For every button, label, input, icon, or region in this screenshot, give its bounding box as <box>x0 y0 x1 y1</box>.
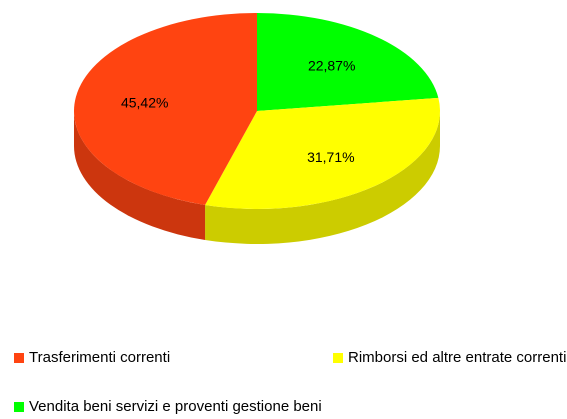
pie-chart: 22,87% 31,71% 45,42% <box>74 13 440 244</box>
legend-item-rimborsi: Rimborsi ed altre entrate correnti <box>333 349 566 366</box>
legend-label-vendita: Vendita beni servizi e proventi gestione… <box>29 398 322 415</box>
legend-swatch-trasferimenti <box>14 352 24 363</box>
pie-slice-rimborsi <box>205 97 440 209</box>
pie-slice-trasferimenti <box>74 13 257 205</box>
legend-swatch-rimborsi <box>333 352 343 363</box>
legend-item-vendita: Vendita beni servizi e proventi gestione… <box>14 398 322 415</box>
pie-chart-area: 22,87% 31,71% 45,42% <box>74 13 440 244</box>
pie-label-trasferimenti: 45,42% <box>121 94 168 110</box>
legend-label-trasferimenti: Trasferimenti correnti <box>29 349 171 366</box>
legend-item-trasferimenti: Trasferimenti correnti <box>14 349 170 366</box>
pie-label-rimborsi: 31,71% <box>307 149 354 165</box>
pie-label-vendita: 22,87% <box>308 57 355 73</box>
pie-slice-vendita <box>257 13 439 111</box>
legend-swatch-vendita <box>14 401 24 412</box>
legend-label-rimborsi: Rimborsi ed altre entrate correnti <box>348 349 567 366</box>
pie-side-rimborsi <box>205 111 440 244</box>
pie-side-trasferimenti <box>74 111 206 240</box>
